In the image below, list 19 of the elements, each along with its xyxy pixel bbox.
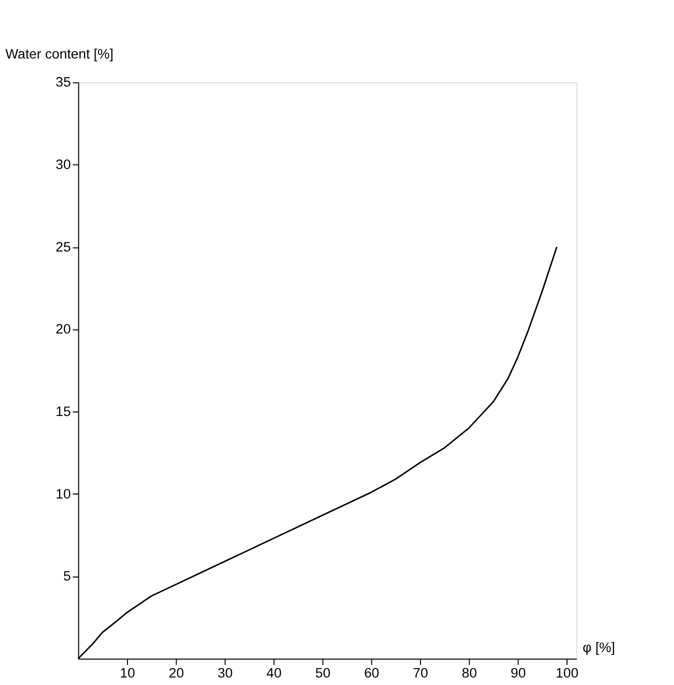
y-tick-label: 10 [56, 486, 72, 502]
x-tick-label: 70 [412, 666, 429, 681]
x-tick-label: 30 [218, 666, 234, 681]
x-tick-label: 20 [168, 666, 184, 681]
y-tick-label: 25 [56, 239, 72, 254]
y-axis-title: Water content [%] [5, 46, 114, 62]
x-axis-title: φ [%] [582, 640, 616, 656]
x-tick-label: 90 [510, 666, 526, 681]
y-tick-label: 35 [56, 74, 72, 90]
y-tick-label: 15 [56, 404, 72, 419]
x-tick-label: 100 [556, 666, 579, 681]
x-tick-label: 60 [364, 666, 380, 681]
x-tick-label: 50 [315, 666, 331, 681]
x-tick-label: 40 [266, 666, 282, 681]
y-tick-label: 5 [63, 568, 72, 584]
x-tick-label: 10 [120, 666, 136, 681]
y-tick-label: 20 [56, 322, 72, 337]
x-tick-label: 80 [462, 666, 478, 681]
y-tick-label: 30 [56, 157, 72, 172]
